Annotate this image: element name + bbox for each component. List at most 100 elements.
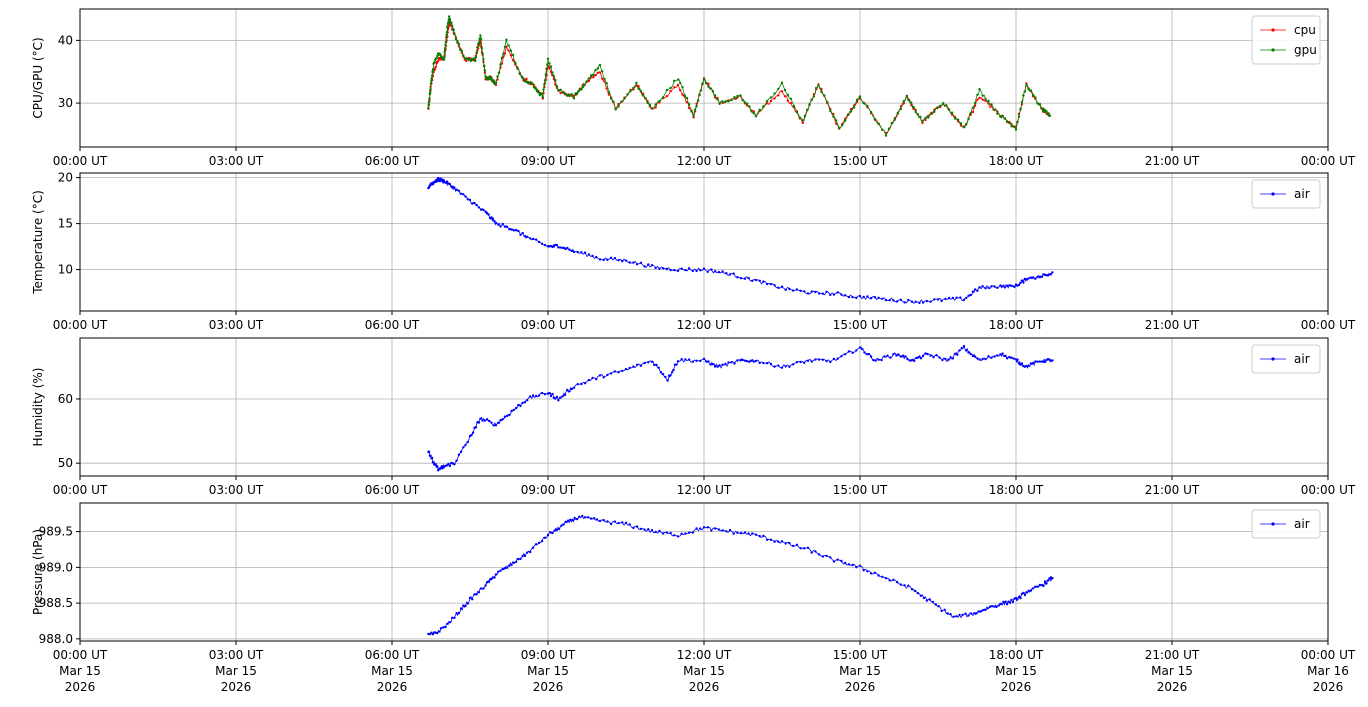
data-point <box>531 394 535 397</box>
panels: 30 40 00:00 UT 03:00 UT 06:00 UT 09:00 UT 12:0… <box>31 8 1356 694</box>
data-point <box>548 392 551 395</box>
data-point <box>552 75 556 78</box>
data-point <box>887 127 891 131</box>
data-point <box>943 608 946 611</box>
data-point <box>1051 271 1054 274</box>
data-point <box>730 361 733 364</box>
data-point <box>691 360 695 363</box>
data-point <box>1025 591 1028 594</box>
data-point <box>537 91 540 94</box>
data-point <box>869 355 873 358</box>
data-point <box>855 98 859 102</box>
data-point <box>1031 93 1035 97</box>
data-point <box>821 292 825 295</box>
data-point <box>557 246 560 249</box>
data-point <box>780 81 784 84</box>
data-point <box>499 419 502 422</box>
data-point <box>707 85 710 88</box>
data-point <box>540 391 544 395</box>
data-point <box>559 91 562 95</box>
data-point <box>1051 359 1054 362</box>
data-point <box>628 261 631 264</box>
data-point <box>568 390 571 393</box>
data-point <box>851 351 854 354</box>
data-point <box>721 363 724 366</box>
x-tick-label-line: Mar 15 <box>527 664 569 678</box>
data-point <box>658 267 661 270</box>
data-point <box>523 235 527 238</box>
x-tick-label-line: 21:00 UT <box>1145 318 1200 332</box>
data-point <box>540 92 543 95</box>
data-point <box>609 256 613 259</box>
data-point <box>519 557 522 561</box>
y-tick-label: 10 <box>58 263 73 277</box>
data-point <box>993 285 996 288</box>
data-point <box>765 362 769 365</box>
panel-3: 50 60 00:00 UT 03:00 UT 06:00 UT 09:00 UT 12:0… <box>31 337 1356 497</box>
data-point <box>1043 360 1047 364</box>
data-point <box>858 95 862 98</box>
data-point <box>434 65 437 69</box>
data-point <box>925 599 929 602</box>
data-point <box>921 121 924 125</box>
data-point <box>930 112 933 116</box>
data-point <box>788 541 791 545</box>
data-point <box>585 80 588 83</box>
data-point <box>455 459 458 462</box>
data-point <box>843 119 847 122</box>
data-point <box>913 359 916 363</box>
data-point <box>984 608 987 612</box>
data-point <box>451 24 454 27</box>
data-point <box>810 360 813 363</box>
data-point <box>999 602 1003 606</box>
x-tick-label-line: 03:00 UT <box>209 483 264 497</box>
data-point <box>915 356 918 360</box>
data-point <box>777 364 780 367</box>
data-point <box>617 371 620 374</box>
data-point <box>543 393 547 396</box>
data-point <box>754 533 758 536</box>
x-tick-label-line: 00:00 UT <box>1301 483 1356 497</box>
data-point <box>595 378 598 381</box>
data-point <box>433 68 437 71</box>
data-point <box>786 99 790 102</box>
data-point <box>1010 125 1013 128</box>
data-point <box>564 520 567 523</box>
data-point <box>609 522 613 526</box>
data-point <box>493 220 496 223</box>
data-point <box>745 360 749 363</box>
data-point <box>958 613 961 617</box>
data-point <box>680 267 683 270</box>
data-point <box>817 358 821 361</box>
data-point <box>965 123 968 126</box>
x-tick-label: 03:00 UT <box>209 318 264 332</box>
data-point <box>1003 286 1007 289</box>
data-point <box>654 106 657 109</box>
data-point <box>716 365 719 368</box>
x-tick-label-line: 15:00 UT <box>833 154 888 168</box>
data-point <box>937 605 940 608</box>
data-point <box>739 94 742 97</box>
data-point <box>762 361 765 365</box>
data-point <box>471 598 474 601</box>
data-point <box>531 82 534 85</box>
data-point <box>784 288 787 291</box>
data-point <box>1025 364 1028 368</box>
data-point <box>559 246 562 249</box>
data-point <box>589 517 593 520</box>
data-point <box>758 108 761 112</box>
data-point <box>601 70 604 73</box>
data-point <box>982 608 985 612</box>
data-point <box>784 365 787 368</box>
data-point <box>788 365 791 368</box>
data-point <box>516 67 519 71</box>
x-tick-label-line: Mar 15 <box>839 664 881 678</box>
data-point <box>559 88 562 92</box>
data-point <box>956 353 959 356</box>
data-point <box>692 114 695 118</box>
data-point <box>702 267 706 270</box>
y-tick-label: 30 <box>58 96 73 110</box>
data-point <box>702 78 706 81</box>
data-point <box>727 361 730 364</box>
data-point <box>799 289 802 292</box>
